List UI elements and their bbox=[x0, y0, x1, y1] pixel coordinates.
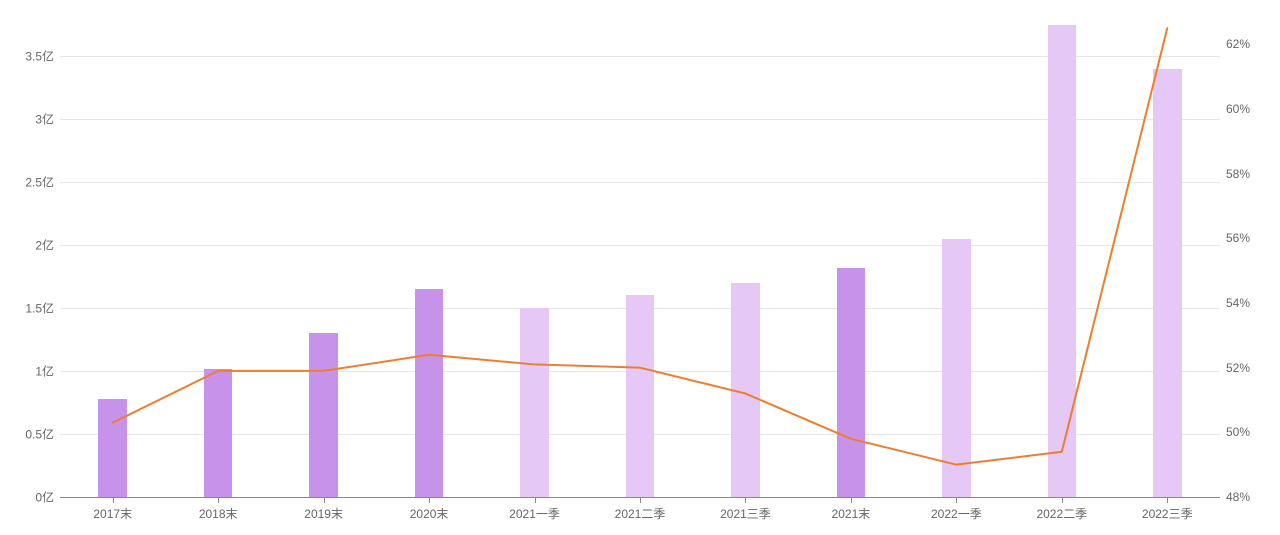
y-right-tick-label: 54% bbox=[1226, 296, 1250, 310]
y-left-tick-label: 1亿 bbox=[35, 363, 54, 380]
y-left-tick-label: 3.5亿 bbox=[25, 48, 54, 65]
y-right-tick-label: 60% bbox=[1226, 102, 1250, 116]
x-tick-label: 2021二季 bbox=[615, 505, 666, 522]
combo-chart: 0亿 0.5亿 1亿 1.5亿 2亿 2.5亿 3亿 3.5亿 48% 50% 52% 54% 56% 5… bbox=[0, 0, 1280, 535]
y-left-tick-label: 2亿 bbox=[35, 237, 54, 254]
x-tick bbox=[535, 497, 536, 503]
x-tick-label: 2018末 bbox=[199, 505, 238, 522]
x-tick-label: 2021三季 bbox=[720, 505, 771, 522]
y-right-tick-label: 56% bbox=[1226, 231, 1250, 245]
y-right-tick-label: 48% bbox=[1226, 490, 1250, 504]
x-tick-label: 2021一季 bbox=[509, 505, 560, 522]
x-tick-label: 2022二季 bbox=[1036, 505, 1087, 522]
x-tick-label: 2017末 bbox=[93, 505, 132, 522]
plot-area bbox=[60, 12, 1220, 497]
x-tick bbox=[851, 497, 852, 503]
y-left-tick-label: 0.5亿 bbox=[25, 426, 54, 443]
x-tick-label: 2022一季 bbox=[931, 505, 982, 522]
y-right-tick-label: 58% bbox=[1226, 167, 1250, 181]
x-tick-label: 2019末 bbox=[304, 505, 343, 522]
x-tick-label: 2021末 bbox=[832, 505, 871, 522]
x-tick-label: 2022三季 bbox=[1142, 505, 1193, 522]
y-left-tick-label: 1.5亿 bbox=[25, 300, 54, 317]
x-tick bbox=[745, 497, 746, 503]
x-tick bbox=[324, 497, 325, 503]
x-tick bbox=[1062, 497, 1063, 503]
y-right-tick-label: 52% bbox=[1226, 361, 1250, 375]
x-tick bbox=[640, 497, 641, 503]
trend-line bbox=[113, 28, 1168, 465]
x-tick bbox=[1167, 497, 1168, 503]
x-tick bbox=[218, 497, 219, 503]
x-tick bbox=[956, 497, 957, 503]
y-left-tick-label: 0亿 bbox=[35, 489, 54, 506]
x-tick-label: 2020末 bbox=[410, 505, 449, 522]
x-tick bbox=[113, 497, 114, 503]
y-left-tick-label: 2.5亿 bbox=[25, 174, 54, 191]
y-right-tick-label: 50% bbox=[1226, 425, 1250, 439]
y-left-tick-label: 3亿 bbox=[35, 111, 54, 128]
x-tick bbox=[429, 497, 430, 503]
y-right-tick-label: 62% bbox=[1226, 37, 1250, 51]
line-layer bbox=[60, 12, 1220, 497]
